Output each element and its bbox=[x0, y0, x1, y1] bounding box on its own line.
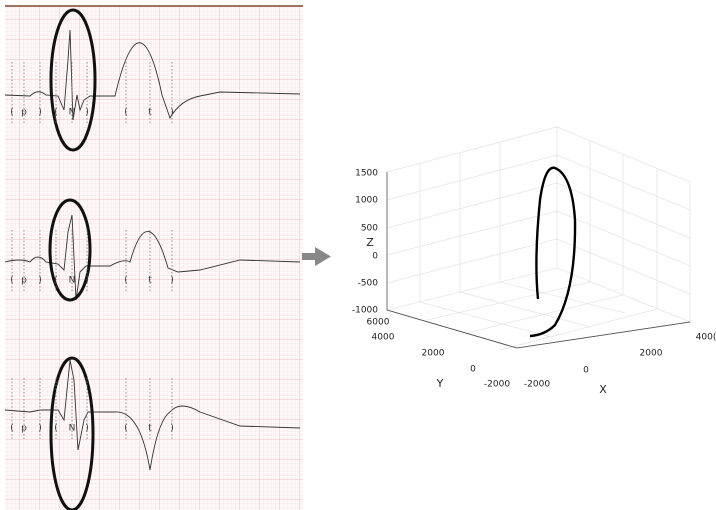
wave-label: ( bbox=[10, 108, 14, 118]
wave-label: ) bbox=[170, 424, 174, 434]
wave-label: ( bbox=[124, 424, 128, 434]
axes bbox=[387, 172, 690, 348]
wave-label: N bbox=[69, 424, 76, 434]
wave-label: N bbox=[69, 108, 76, 118]
wave-label: ( bbox=[10, 424, 14, 434]
wave-label: ) bbox=[85, 424, 89, 434]
y-tick-label: 4000 bbox=[372, 333, 395, 343]
z-tick-label: -1000 bbox=[352, 306, 378, 316]
z-tick-label: 0 bbox=[372, 252, 378, 262]
wave-label: ) bbox=[85, 276, 89, 286]
y-tick-label: -2000 bbox=[484, 380, 510, 390]
z-tick-label: 500 bbox=[361, 224, 378, 234]
figure: ( p) ( N) ( t) ( p) ( N) ( t) ( p) ( N) ( t) Z Y X 1500 10… bbox=[0, 0, 716, 510]
grid-lines bbox=[420, 141, 657, 350]
z-axis-label: Z bbox=[366, 236, 374, 249]
wave-label: ( bbox=[124, 108, 128, 118]
ecg-panel: ( p) ( N) ( t) ( p) ( N) ( t) ( p) ( N) ( t) bbox=[5, 5, 303, 510]
trajectory bbox=[530, 168, 575, 336]
wave-label: ( bbox=[10, 276, 14, 286]
wave-label: ) bbox=[170, 108, 174, 118]
wave-label: ( bbox=[54, 276, 58, 286]
y-tick-label: 0 bbox=[470, 365, 476, 375]
z-tick-label: -500 bbox=[358, 279, 379, 289]
arrow-head bbox=[315, 247, 331, 266]
wave-label: ) bbox=[85, 108, 89, 118]
y-tick-label: 2000 bbox=[422, 349, 445, 359]
x-axis-label: X bbox=[599, 383, 607, 396]
wave-label: ) bbox=[170, 276, 174, 286]
wave-label: ) bbox=[38, 108, 42, 118]
z-tick-label: 1500 bbox=[355, 169, 378, 179]
wave-label: ) bbox=[38, 424, 42, 434]
arrow-shaft bbox=[302, 253, 316, 260]
wave-label: p bbox=[21, 108, 27, 118]
x-tick-label: -2000 bbox=[524, 380, 550, 390]
wave-label: t bbox=[148, 108, 152, 118]
wave-label: ( bbox=[124, 276, 128, 286]
y-axis-label: Y bbox=[436, 377, 444, 390]
wave-label: N bbox=[69, 276, 76, 286]
arrow bbox=[302, 247, 331, 266]
x-tick-label: 400( bbox=[696, 333, 716, 343]
wave-label: ( bbox=[54, 108, 58, 118]
wave-label: ( bbox=[54, 424, 58, 434]
wave-label: t bbox=[148, 276, 152, 286]
plot-3d bbox=[387, 127, 690, 350]
wave-label: t bbox=[148, 424, 152, 434]
x-tick-label: 0 bbox=[583, 366, 589, 376]
wave-label: ) bbox=[38, 276, 42, 286]
wave-label: p bbox=[21, 276, 27, 286]
y-tick-label: 6000 bbox=[367, 318, 390, 328]
wave-label: p bbox=[21, 424, 27, 434]
z-tick-label: 1000 bbox=[355, 196, 378, 206]
x-tick-label: 2000 bbox=[640, 349, 663, 359]
